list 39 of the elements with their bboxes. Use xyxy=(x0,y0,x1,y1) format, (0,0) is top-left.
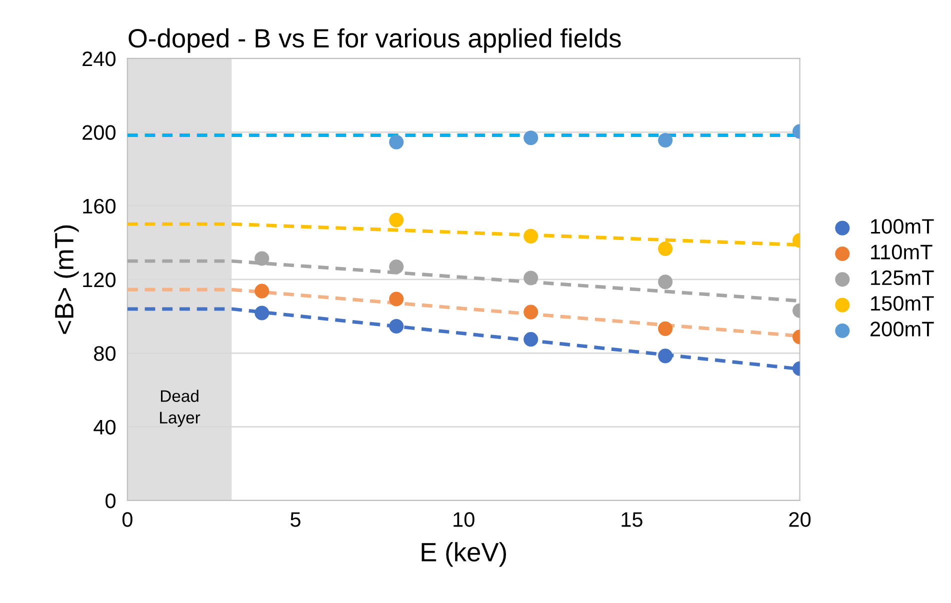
legend-label: 150mT xyxy=(871,296,934,311)
legend-label: 200mT xyxy=(870,322,934,336)
x-tick-label: 5 xyxy=(290,512,300,527)
point xyxy=(389,134,404,150)
point xyxy=(658,274,673,290)
x-tick-label: 15 xyxy=(622,512,642,527)
x-tick-label: 20 xyxy=(789,512,811,527)
point xyxy=(658,348,673,364)
y-tick-label: 120 xyxy=(83,272,116,288)
y-axis-title: <B> (mT) xyxy=(54,225,79,334)
y-tick-label: 240 xyxy=(82,51,116,66)
point xyxy=(254,284,270,298)
band-label: Dead Layer xyxy=(160,390,200,427)
y-tick-label: 40 xyxy=(94,420,116,435)
x-axis-title: E (keV) xyxy=(422,542,506,567)
y-tick-label: 160 xyxy=(83,198,116,214)
legend-label: 110mT xyxy=(871,244,932,260)
point xyxy=(524,270,538,286)
point xyxy=(389,212,404,228)
point xyxy=(524,304,538,320)
legend-label: 125mT xyxy=(871,270,934,286)
point xyxy=(389,260,404,274)
y-tick-label: 0 xyxy=(106,493,116,508)
point xyxy=(658,132,673,148)
point xyxy=(254,251,270,266)
point xyxy=(524,332,538,347)
point xyxy=(524,228,538,244)
y-tick-label: 80 xyxy=(94,346,116,361)
point xyxy=(658,241,673,256)
point xyxy=(389,318,404,334)
chart-title: O-doped - B vs E for various applied fields xyxy=(128,28,621,53)
y-tick-label: 200 xyxy=(82,125,116,140)
point xyxy=(254,306,270,320)
x-tick-label: 10 xyxy=(454,512,474,527)
legend-label: 100mT xyxy=(871,218,934,234)
point xyxy=(389,292,404,306)
point xyxy=(524,130,538,146)
point xyxy=(658,321,673,336)
x-tick-label: 0 xyxy=(122,512,132,527)
